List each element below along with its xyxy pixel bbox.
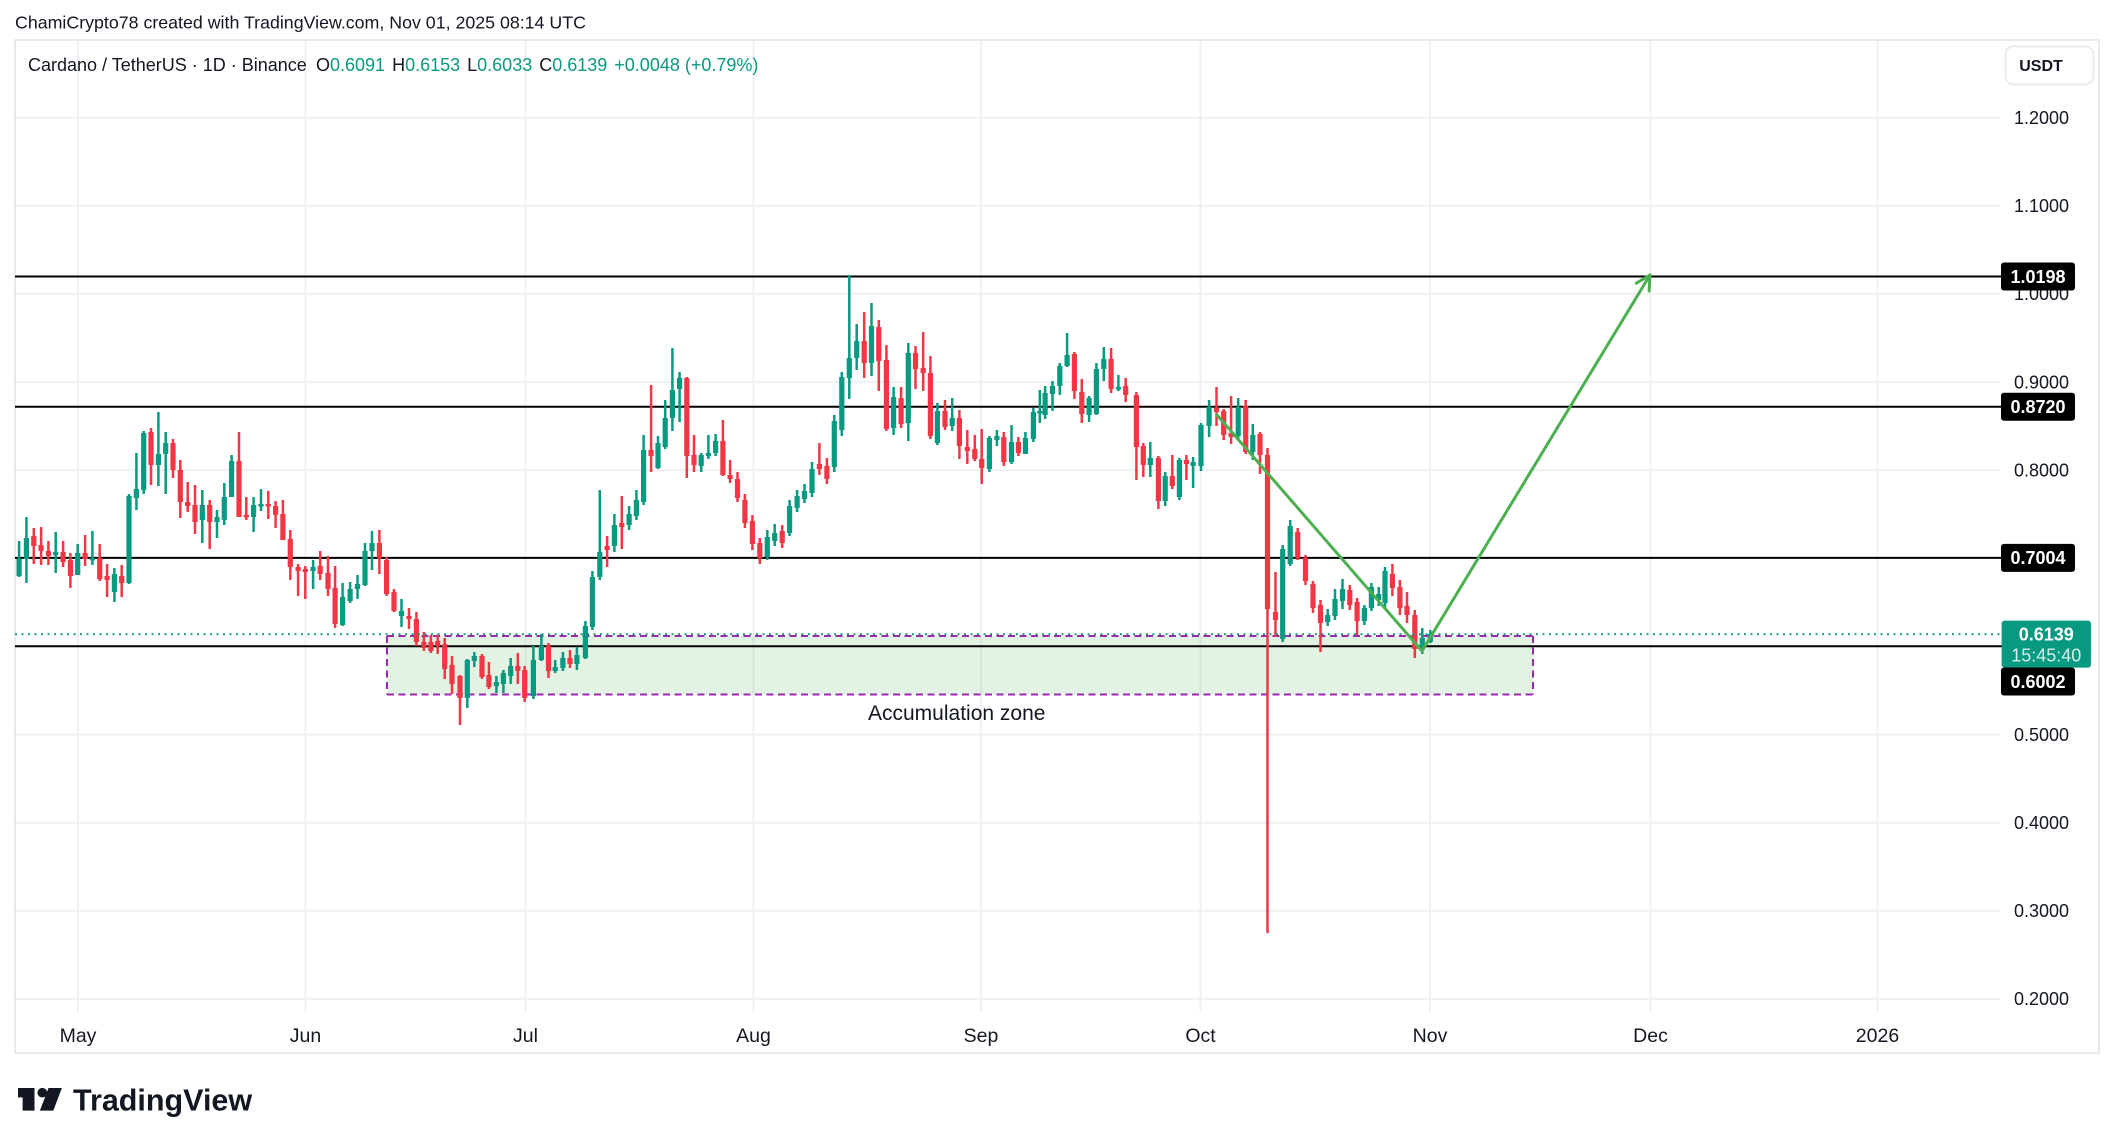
svg-text:TradingView: TradingView [73,1084,252,1118]
svg-text:1.1000: 1.1000 [2014,196,2069,216]
svg-text:Sep: Sep [964,1025,999,1047]
svg-text:0.8720: 0.8720 [2010,397,2065,417]
svg-text:0.5000: 0.5000 [2014,725,2069,745]
svg-text:Cardano / TetherUS · 1D · Bina: Cardano / TetherUS · 1D · Binance O0.6091… [28,55,758,75]
svg-text:1.2000: 1.2000 [2014,108,2069,128]
svg-text:Jun: Jun [290,1025,321,1047]
svg-text:Oct: Oct [1185,1025,1216,1047]
svg-text:Dec: Dec [1633,1025,1668,1047]
svg-text:Aug: Aug [736,1025,771,1047]
svg-text:Nov: Nov [1413,1025,1448,1047]
svg-text:0.2000: 0.2000 [2014,989,2069,1009]
svg-text:May: May [60,1025,97,1047]
svg-text:1.0198: 1.0198 [2010,267,2065,287]
svg-text:0.6002: 0.6002 [2010,672,2065,692]
svg-text:0.6139: 0.6139 [2019,625,2074,645]
svg-text:0.4000: 0.4000 [2014,813,2069,833]
svg-text:ChamiCrypto78 created with Tra: ChamiCrypto78 created with TradingView.c… [15,13,586,33]
svg-text:Accumulation zone: Accumulation zone [868,702,1045,725]
svg-text:0.7004: 0.7004 [2010,548,2065,568]
svg-text:0.8000: 0.8000 [2014,461,2069,481]
svg-text:2026: 2026 [1856,1025,1899,1047]
svg-text:Jul: Jul [513,1025,538,1047]
svg-text:0.9000: 0.9000 [2014,372,2069,392]
svg-text:15:45:40: 15:45:40 [2011,646,2081,666]
svg-text:USDT: USDT [2019,58,2063,75]
svg-text:0.3000: 0.3000 [2014,901,2069,921]
